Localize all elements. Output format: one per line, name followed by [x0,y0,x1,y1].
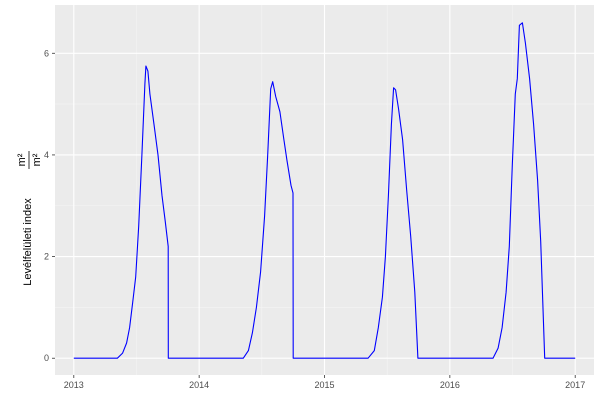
grid-lines [55,5,594,375]
y-axis-unit-numerator: m² [16,153,28,166]
y-axis-unit-denominator: m² [31,153,43,166]
x-tick-label: 2016 [440,380,460,390]
series-line-lai [73,22,576,359]
y-tick-label: 4 [44,150,49,160]
y-axis-title: Levélfelületi index m² m² [16,151,43,286]
x-tick-label: 2015 [314,380,334,390]
y-tick-label: 0 [44,353,49,363]
x-axis: 2013 2014 2015 2016 2017 [64,375,585,390]
x-tick-label: 2014 [189,380,209,390]
y-tick-label: 2 [44,252,49,262]
x-tick-label: 2017 [565,380,585,390]
x-tick-label: 2013 [64,380,84,390]
y-tick-label: 6 [44,48,49,58]
y-axis-label: Levélfelületi index [22,198,34,286]
y-axis: 0 2 4 6 [44,48,55,363]
